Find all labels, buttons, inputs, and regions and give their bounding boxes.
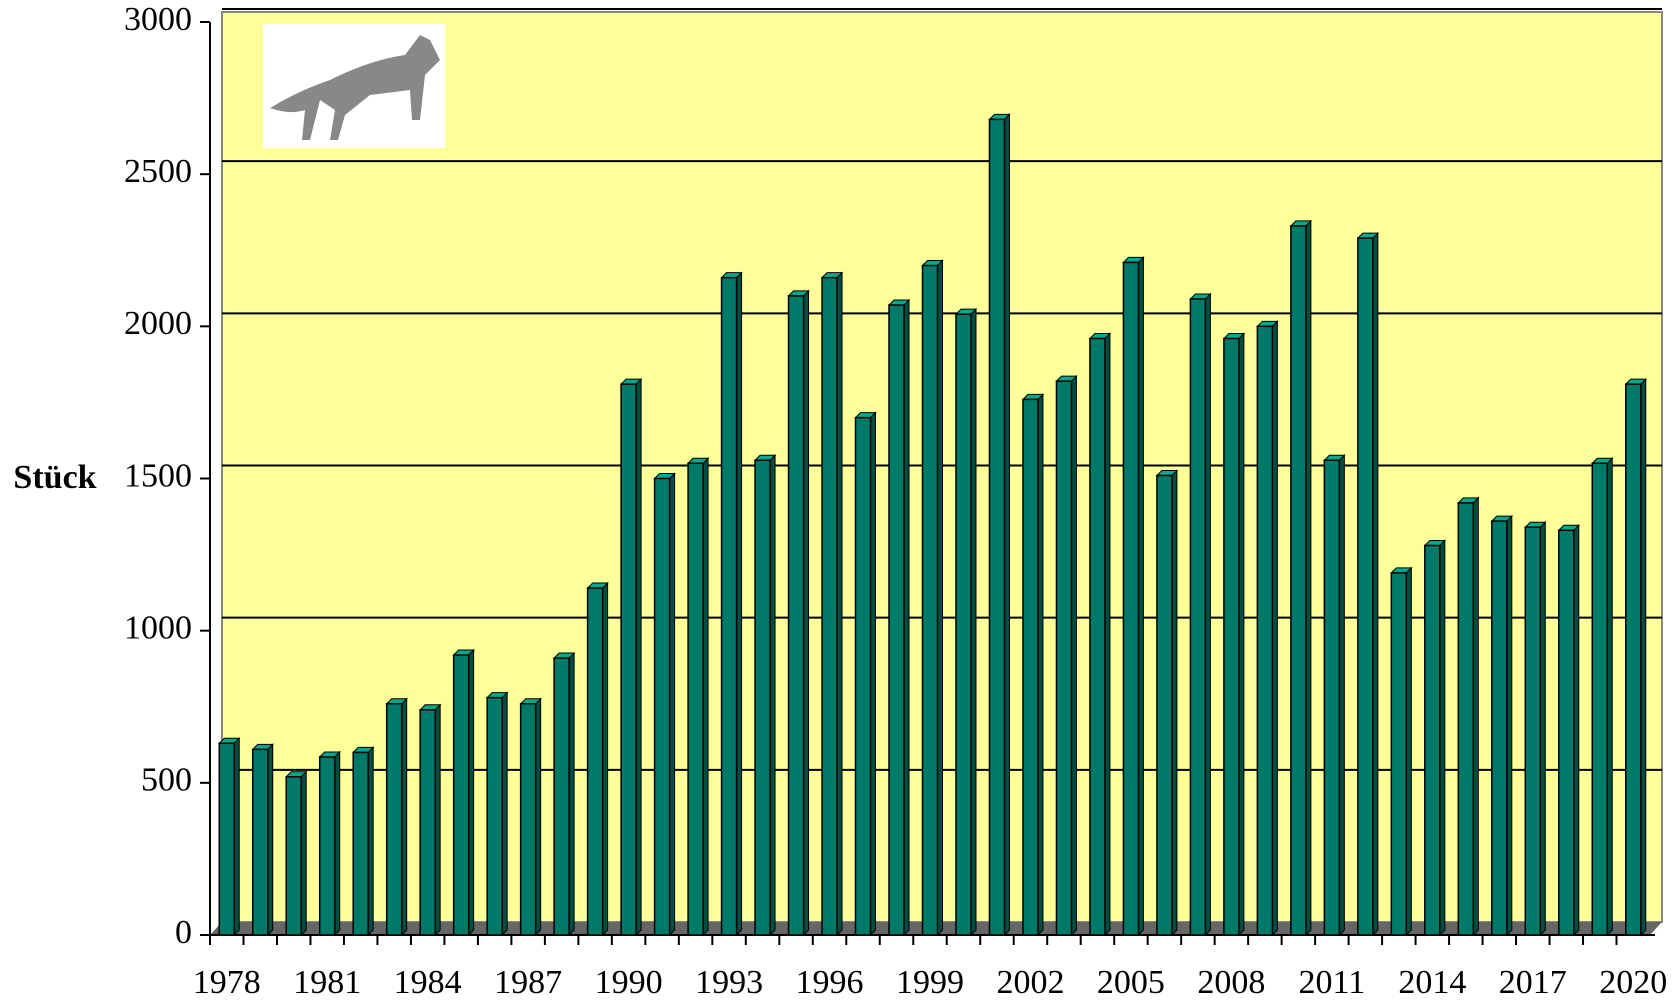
bar bbox=[1056, 381, 1071, 935]
bar bbox=[1224, 339, 1239, 935]
bar bbox=[387, 704, 402, 935]
bar bbox=[1023, 399, 1038, 935]
bar bbox=[923, 265, 938, 935]
bar bbox=[219, 743, 234, 935]
x-tick-label: 1984 bbox=[394, 964, 462, 1001]
bar bbox=[989, 119, 1004, 935]
x-tick-label: 1996 bbox=[796, 964, 864, 1001]
y-tick-label: 1500 bbox=[124, 457, 192, 494]
bar bbox=[487, 698, 502, 935]
bar bbox=[253, 749, 268, 935]
bar bbox=[856, 418, 871, 935]
y-tick-label: 3000 bbox=[124, 1, 192, 38]
bar bbox=[1492, 521, 1507, 935]
x-tick-label: 2011 bbox=[1298, 964, 1365, 1001]
picture bbox=[263, 24, 445, 148]
bar bbox=[1291, 226, 1306, 935]
bar bbox=[554, 658, 569, 935]
x-tick-label: 2002 bbox=[996, 964, 1064, 1001]
bar bbox=[588, 588, 603, 935]
bar bbox=[1525, 527, 1540, 935]
bar bbox=[1358, 238, 1373, 935]
bar bbox=[688, 463, 703, 935]
x-tick-label: 1978 bbox=[193, 964, 261, 1001]
x-tick-label: 1990 bbox=[595, 964, 663, 1001]
bar bbox=[1626, 384, 1641, 935]
bar bbox=[1190, 299, 1205, 935]
bar bbox=[722, 278, 737, 935]
bar bbox=[1157, 475, 1172, 935]
bar bbox=[353, 752, 368, 935]
bar bbox=[822, 278, 837, 935]
bar bbox=[1090, 339, 1105, 935]
x-tick-label: 2017 bbox=[1499, 964, 1567, 1001]
bar bbox=[1257, 326, 1272, 935]
bar bbox=[956, 314, 971, 935]
x-tick-label: 2020 bbox=[1599, 964, 1667, 1001]
bar bbox=[286, 777, 301, 935]
bar bbox=[1425, 545, 1440, 935]
x-tick-label: 2005 bbox=[1097, 964, 1165, 1001]
x-tick-label: 2008 bbox=[1197, 964, 1265, 1001]
bar bbox=[755, 460, 770, 935]
x-tick-label: 1981 bbox=[293, 964, 361, 1001]
bar bbox=[521, 704, 536, 935]
bar bbox=[1391, 573, 1406, 935]
y-tick-label: 0 bbox=[175, 914, 192, 951]
x-tick-label: 1999 bbox=[896, 964, 964, 1001]
x-tick-label: 1993 bbox=[695, 964, 763, 1001]
bar bbox=[320, 757, 335, 935]
bar bbox=[420, 710, 435, 935]
y-tick-label: 1000 bbox=[124, 609, 192, 646]
y-tick-label: 2000 bbox=[124, 305, 192, 342]
chart: Stück 0 500 1000 1500 2000 2500 3000 1978 1981 19… bbox=[0, 0, 1680, 1005]
bar bbox=[655, 479, 670, 936]
bar bbox=[1458, 503, 1473, 935]
bar bbox=[454, 655, 469, 935]
y-axis-title: Stück bbox=[13, 459, 96, 496]
bar bbox=[1559, 530, 1574, 935]
y-tick-label: 500 bbox=[141, 762, 192, 799]
bar bbox=[889, 305, 904, 935]
y-tick-label: 2500 bbox=[124, 153, 192, 190]
bar bbox=[1592, 463, 1607, 935]
x-tick-label: 2014 bbox=[1398, 964, 1466, 1001]
bar bbox=[1123, 262, 1138, 935]
bar bbox=[1324, 460, 1339, 935]
bar bbox=[621, 384, 636, 935]
page: Stück 0 500 1000 1500 2000 2500 3000 1978 1981 19… bbox=[0, 0, 1680, 1005]
x-tick-label: 1987 bbox=[494, 964, 562, 1001]
bar bbox=[789, 296, 804, 935]
